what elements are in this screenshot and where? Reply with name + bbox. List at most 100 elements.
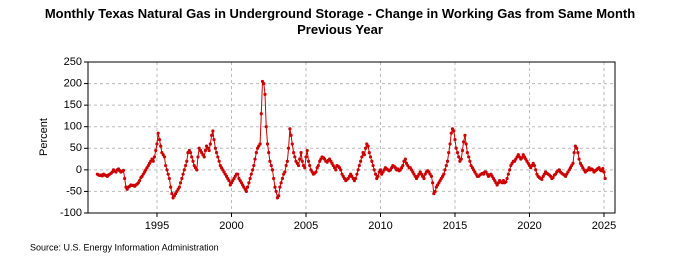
point xyxy=(167,176,171,181)
point xyxy=(265,142,270,146)
point xyxy=(137,179,142,183)
point xyxy=(284,163,288,168)
point xyxy=(304,155,308,159)
point xyxy=(368,155,373,159)
point xyxy=(121,168,126,172)
x-tick-label: 2015 xyxy=(443,220,467,232)
source: Source: U.S. Energy Information Administ… xyxy=(30,242,219,252)
point xyxy=(207,148,211,153)
point xyxy=(453,138,457,142)
point xyxy=(248,176,252,181)
point xyxy=(272,176,276,181)
point xyxy=(314,170,318,174)
point xyxy=(506,172,510,176)
point xyxy=(378,168,383,172)
y-axis-label: Percent xyxy=(38,118,50,156)
point xyxy=(244,189,248,194)
point xyxy=(355,172,359,176)
point xyxy=(465,151,469,155)
point xyxy=(164,163,168,168)
point xyxy=(308,163,312,168)
point xyxy=(429,174,434,178)
point xyxy=(305,148,309,153)
point xyxy=(277,194,281,198)
point xyxy=(370,159,374,163)
point xyxy=(601,166,605,171)
point xyxy=(353,176,358,181)
point xyxy=(165,168,169,172)
y-tick-label: 150 xyxy=(64,99,82,111)
point xyxy=(289,133,293,137)
point xyxy=(356,168,360,172)
x-tick-label: 2010 xyxy=(368,220,392,232)
point xyxy=(258,142,262,146)
point xyxy=(190,155,194,159)
point xyxy=(181,172,185,176)
point xyxy=(339,168,343,172)
point xyxy=(463,133,467,137)
point xyxy=(362,153,366,157)
point xyxy=(182,168,186,172)
point xyxy=(376,174,380,178)
x-tick-label: 2020 xyxy=(517,220,541,232)
point xyxy=(455,151,460,155)
point xyxy=(467,155,471,159)
point xyxy=(572,151,576,155)
point xyxy=(211,129,215,133)
point xyxy=(154,148,158,153)
point xyxy=(270,168,275,172)
point xyxy=(363,146,368,150)
point xyxy=(577,157,581,161)
point xyxy=(303,166,307,170)
point xyxy=(449,131,453,135)
point xyxy=(443,168,447,172)
point xyxy=(213,146,217,150)
point xyxy=(299,151,303,155)
point xyxy=(306,159,311,163)
point xyxy=(283,170,287,174)
point xyxy=(214,151,219,155)
point xyxy=(602,170,606,174)
point xyxy=(156,131,160,135)
y-tick-label: -50 xyxy=(66,185,82,197)
y-tick-label: 0 xyxy=(76,164,82,176)
point xyxy=(444,163,448,168)
point xyxy=(360,155,364,159)
point xyxy=(152,155,157,159)
point xyxy=(212,138,216,142)
point xyxy=(571,161,575,165)
plot-border xyxy=(87,61,616,214)
point xyxy=(292,151,296,155)
point xyxy=(279,181,283,185)
point xyxy=(460,148,465,153)
point xyxy=(170,191,174,196)
point xyxy=(422,176,426,181)
chart-title: Monthly Texas Natural Gas in Underground… xyxy=(44,6,636,37)
point xyxy=(157,138,162,142)
point xyxy=(373,172,378,176)
point xyxy=(263,92,267,96)
point xyxy=(203,148,208,153)
point xyxy=(166,172,170,176)
point xyxy=(280,176,285,181)
point xyxy=(366,144,370,148)
point xyxy=(576,151,580,155)
x-tick-label: 2005 xyxy=(294,220,318,232)
point xyxy=(254,151,258,155)
point xyxy=(247,181,251,185)
point xyxy=(185,159,189,163)
point xyxy=(603,176,607,181)
point xyxy=(505,176,509,181)
point xyxy=(454,146,458,150)
point xyxy=(196,155,200,159)
point xyxy=(520,156,524,160)
point xyxy=(288,127,292,131)
point xyxy=(286,146,291,150)
point xyxy=(468,159,472,163)
point xyxy=(177,185,181,189)
point xyxy=(264,125,268,129)
point xyxy=(123,176,127,181)
point xyxy=(401,163,405,168)
